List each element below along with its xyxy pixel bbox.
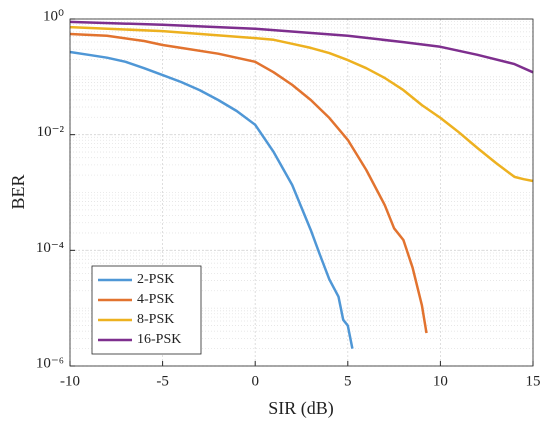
y-tick-label: 10⁻²: [37, 124, 65, 140]
legend-label: 16-PSK: [137, 332, 181, 347]
y-tick-label: 10⁻⁶: [36, 355, 64, 371]
data-line: [69, 20, 534, 74]
legend-label: 2-PSK: [137, 272, 174, 287]
x-tick-label: 0: [251, 373, 259, 389]
legend-label: 4-PSK: [137, 292, 174, 307]
y-axis-label: BER: [8, 174, 28, 209]
data-line: [69, 32, 428, 334]
x-tick-label: 5: [344, 373, 352, 389]
x-axis-label: SIR (dB): [268, 398, 334, 419]
x-tick-label: 10: [433, 373, 448, 389]
x-tick-label: 15: [526, 373, 541, 389]
data-line: [69, 50, 354, 349]
data-line: [69, 25, 534, 183]
y-tick-label: 10⁻⁴: [36, 240, 64, 256]
y-tick-label: 10⁰: [43, 8, 64, 24]
x-tick-label: -5: [156, 373, 169, 389]
plot-frame: [69, 18, 534, 367]
legend-label: 8-PSK: [137, 312, 174, 327]
x-tick-label: -10: [60, 373, 80, 389]
